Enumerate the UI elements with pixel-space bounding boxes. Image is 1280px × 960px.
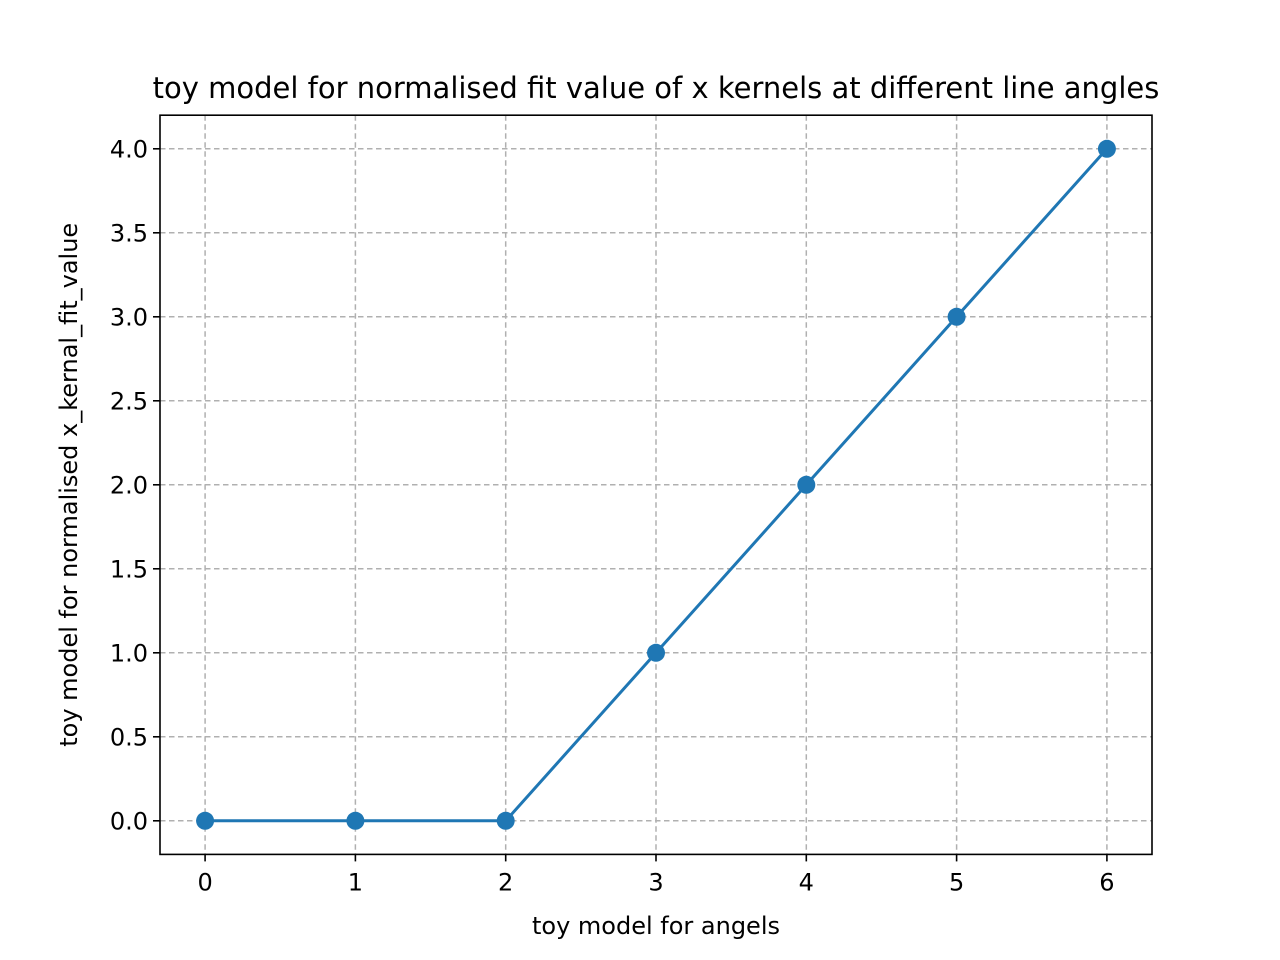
data-point-marker: [647, 643, 665, 662]
y-tick-label: 1.0: [110, 639, 148, 667]
data-point-marker: [196, 811, 215, 830]
x-tick-label: 3: [648, 868, 663, 896]
x-tick-label: 6: [1099, 868, 1114, 896]
y-tick-label: 2.5: [110, 387, 148, 415]
y-tick-label: 3.5: [110, 219, 148, 247]
y-tick-label: 3.0: [110, 303, 148, 331]
plot-series: [196, 139, 1116, 830]
data-point-marker: [1097, 139, 1116, 158]
x-tick-label: 5: [949, 868, 964, 896]
x-axis-label: toy model for angels: [532, 912, 780, 940]
x-tick-label: 4: [799, 868, 814, 896]
x-tick-label: 0: [197, 868, 212, 896]
data-point-marker: [346, 811, 365, 830]
x-tick-label: 1: [348, 868, 363, 896]
y-tick-label: 1.5: [110, 555, 148, 583]
y-tick-label: 0.5: [110, 723, 148, 751]
data-point-marker: [797, 475, 816, 494]
y-tick-label: 4.0: [110, 135, 148, 163]
y-tick-label: 0.0: [110, 807, 148, 835]
data-point-marker: [496, 811, 515, 830]
x-tick-label: 2: [498, 868, 513, 896]
axis-ticks: 0 1 2 3 4 5 6 0.0 0.5 1.0 1.5 2.0 2.5 3.0 3.5 4.0: [110, 135, 1115, 896]
y-tick-label: 2.0: [110, 471, 148, 499]
chart-title: toy model for normalised fit value of x …: [153, 71, 1160, 105]
data-point-marker: [947, 307, 966, 326]
y-axis-label: toy model for normalised x_kernal_fit_va…: [55, 223, 83, 747]
grid-lines: [160, 115, 1152, 855]
